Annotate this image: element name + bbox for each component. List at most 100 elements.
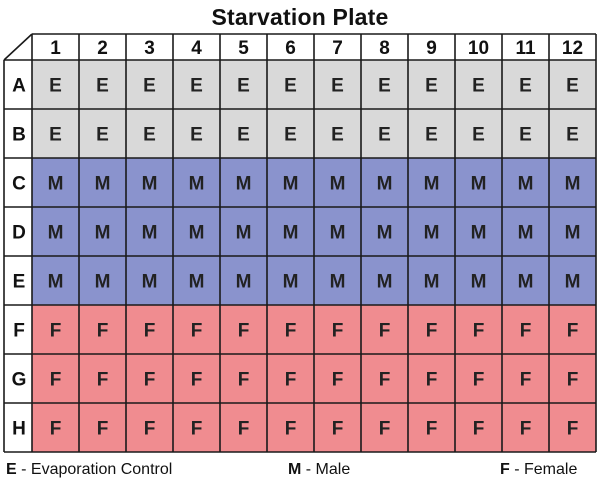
well-cell: F xyxy=(567,321,579,342)
well-cell: M xyxy=(565,223,581,244)
well-cell: E xyxy=(96,125,109,146)
well-cell: F xyxy=(50,419,62,440)
well-cell: M xyxy=(48,174,64,195)
well-cell: M xyxy=(518,223,534,244)
well-cell: F xyxy=(285,321,297,342)
well-cell: M xyxy=(189,174,205,195)
well-cell: M xyxy=(471,174,487,195)
well-cell: F xyxy=(473,419,485,440)
corner-diagonal xyxy=(3,33,33,61)
well-cell: F xyxy=(285,419,297,440)
well-cell: E xyxy=(96,76,109,97)
well-cell: F xyxy=(285,370,297,391)
well-cell: F xyxy=(426,370,438,391)
well-cell: M xyxy=(377,174,393,195)
well-cell: M xyxy=(95,272,111,293)
legend-female: F - Female xyxy=(500,461,578,478)
row-label: E xyxy=(13,272,26,293)
well-cell: M xyxy=(471,223,487,244)
column-label: 11 xyxy=(515,38,536,59)
legend: E - Evaporation Control M - Male F - Fem… xyxy=(0,458,600,482)
well-cell: F xyxy=(567,419,579,440)
well-cell: M xyxy=(377,272,393,293)
well-cell: M xyxy=(330,272,346,293)
well-cell: E xyxy=(519,76,532,97)
well-cell: F xyxy=(144,419,156,440)
well-cell: E xyxy=(519,125,532,146)
well-cell: F xyxy=(50,370,62,391)
well-cell: E xyxy=(237,76,250,97)
well-cell: E xyxy=(378,125,391,146)
row-label: G xyxy=(12,370,27,391)
well-cell: F xyxy=(97,370,109,391)
legend-evaporation: E - Evaporation Control xyxy=(6,461,173,478)
well-cell: M xyxy=(142,223,158,244)
well-cell: F xyxy=(238,419,250,440)
well-cell: F xyxy=(97,321,109,342)
well-cell: M xyxy=(236,174,252,195)
well-cell: E xyxy=(472,76,485,97)
well-cell: M xyxy=(236,223,252,244)
well-cell: F xyxy=(379,321,391,342)
well-cell: M xyxy=(142,272,158,293)
row-label: H xyxy=(12,419,26,440)
column-label: 2 xyxy=(97,38,108,59)
well-cell: M xyxy=(424,272,440,293)
column-label: 5 xyxy=(238,38,249,59)
well-cell: E xyxy=(143,125,156,146)
well-cell: E xyxy=(566,76,579,97)
well-cell: E xyxy=(425,125,438,146)
well-cell: M xyxy=(518,174,534,195)
well-cell: E xyxy=(190,76,203,97)
row-label: D xyxy=(12,223,26,244)
well-cell: F xyxy=(191,370,203,391)
well-cell: F xyxy=(332,419,344,440)
column-label: 10 xyxy=(468,38,489,59)
well-cell: F xyxy=(50,321,62,342)
well-cell: M xyxy=(236,272,252,293)
well-cell: M xyxy=(471,272,487,293)
row-label: C xyxy=(12,174,26,195)
well-cell: F xyxy=(97,419,109,440)
well-cell: E xyxy=(566,125,579,146)
well-cell: M xyxy=(48,223,64,244)
row-label: F xyxy=(13,321,25,342)
well-cell: E xyxy=(472,125,485,146)
well-cell: M xyxy=(518,272,534,293)
well-cell: E xyxy=(331,125,344,146)
row-label: B xyxy=(12,125,26,146)
well-cell: F xyxy=(238,321,250,342)
well-cell: M xyxy=(565,272,581,293)
well-cell: F xyxy=(379,419,391,440)
well-cell: F xyxy=(144,370,156,391)
well-cell: M xyxy=(424,174,440,195)
well-cell: M xyxy=(565,174,581,195)
well-cell: F xyxy=(238,370,250,391)
well-cell: M xyxy=(377,223,393,244)
well-cell: F xyxy=(144,321,156,342)
well-cell: M xyxy=(142,174,158,195)
well-cell: E xyxy=(190,125,203,146)
well-cell: E xyxy=(143,76,156,97)
legend-male: M - Male xyxy=(288,461,351,478)
well-cell: M xyxy=(330,223,346,244)
well-cell: M xyxy=(330,174,346,195)
well-cell: E xyxy=(331,76,344,97)
well-cell: F xyxy=(191,419,203,440)
column-label: 9 xyxy=(426,38,437,59)
well-cell: F xyxy=(520,419,532,440)
well-cell: M xyxy=(48,272,64,293)
column-label: 7 xyxy=(332,38,343,59)
well-cell: E xyxy=(425,76,438,97)
well-cell: M xyxy=(283,174,299,195)
well-cell: E xyxy=(49,125,62,146)
column-label: 1 xyxy=(50,38,61,59)
well-cell: M xyxy=(189,223,205,244)
column-label: 4 xyxy=(191,38,202,59)
well-cell: E xyxy=(284,76,297,97)
row-label: A xyxy=(12,76,26,97)
well-cell: M xyxy=(283,272,299,293)
well-cell: F xyxy=(567,370,579,391)
plate-title: Starvation Plate xyxy=(211,4,389,30)
